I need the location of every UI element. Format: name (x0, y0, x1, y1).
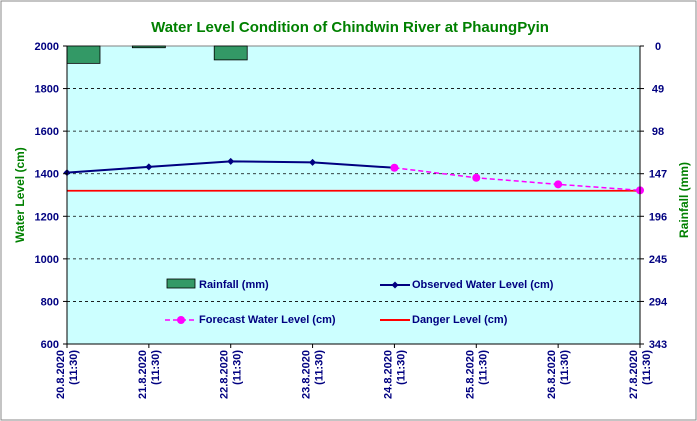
observed-point (145, 163, 153, 171)
forecast-line (394, 167, 641, 192)
right-tick-label: 98 (652, 126, 664, 138)
legend-observed-marker (391, 281, 399, 289)
observed-point (227, 157, 235, 165)
right-tick-label: 147 (649, 169, 667, 181)
right-tick-label: 196 (649, 211, 667, 223)
rainfall-bar (131, 45, 166, 49)
right-axis-ticks: 0 49 98 147 196 245 294 343 (639, 41, 668, 351)
left-axis-ticks: 600 800 1000 1200 1400 1600 1800 2000 (35, 41, 68, 351)
x-tick-label-date: 22.8.2020 (219, 350, 231, 399)
right-axis-title: Rainfall (mm) (677, 162, 691, 238)
legend-forecast-label: Forecast Water Level (cm) (199, 314, 336, 326)
rainfall-bar (66, 45, 101, 64)
legend-item-forecast: Forecast Water Level (cm) (165, 314, 336, 326)
legend-forecast-marker (177, 316, 185, 324)
left-tick-label: 600 (41, 339, 59, 351)
chart-title: Water Level Condition of Chindwin River … (151, 19, 549, 36)
legend-danger-label: Danger Level (cm) (412, 314, 508, 326)
x-axis-ticks: 20.8.2020 (11:30) 21.8.2020 (11:30) 22.8.202… (55, 343, 653, 399)
legend: Rainfall (mm) Observed Water Level (cm) … (165, 278, 554, 326)
observed-point (309, 158, 317, 166)
legend-item-observed: Observed Water Level (cm) (380, 279, 554, 291)
legend-observed-label: Observed Water Level (cm) (412, 279, 554, 291)
right-tick-label: 343 (649, 339, 667, 351)
right-tick-label: 0 (655, 41, 661, 53)
left-tick-label: 800 (41, 296, 59, 308)
left-tick-label: 1000 (35, 254, 59, 266)
left-tick-label: 1200 (35, 211, 59, 223)
legend-item-rainfall: Rainfall (mm) (166, 278, 269, 291)
x-tick-label-time: (11:30) (641, 350, 653, 385)
x-tick-label-date: 21.8.2020 (137, 350, 149, 399)
rainfall-bar (213, 45, 248, 61)
right-tick-label: 294 (649, 296, 668, 308)
x-tick-label-time: (11:30) (559, 350, 571, 385)
x-tick-label-time: (11:30) (232, 350, 244, 385)
forecast-point (554, 180, 563, 189)
forecast-point (472, 173, 481, 182)
plot-area (66, 45, 641, 345)
x-tick-label-date: 26.8.2020 (546, 350, 558, 399)
forecast-point (390, 163, 399, 172)
left-tick-label: 1400 (35, 169, 59, 181)
forecast-series (390, 163, 644, 195)
x-tick-label-date: 23.8.2020 (301, 350, 313, 399)
x-tick-label-date: 25.8.2020 (464, 350, 476, 399)
legend-item-danger: Danger Level (cm) (380, 314, 508, 326)
x-tick-label-time: (11:30) (395, 350, 407, 385)
x-tick-label-time: (11:30) (68, 350, 80, 385)
x-tick-label-time: (11:30) (314, 350, 326, 385)
x-tick-label-date: 20.8.2020 (55, 350, 67, 399)
left-axis-title: Water Level (cm) (13, 147, 27, 243)
x-tick-label-time: (11:30) (150, 350, 162, 385)
right-tick-label: 245 (649, 254, 667, 266)
left-tick-label: 1800 (35, 84, 59, 96)
left-tick-label: 1600 (35, 126, 59, 138)
right-tick-label: 49 (652, 84, 664, 96)
x-tick-label-date: 24.8.2020 (382, 350, 394, 399)
x-tick-label-time: (11:30) (477, 350, 489, 385)
legend-rainfall-swatch (166, 278, 196, 289)
x-tick-label-date: 27.8.2020 (628, 350, 640, 399)
left-tick-label: 2000 (35, 41, 59, 53)
legend-rainfall-label: Rainfall (mm) (199, 279, 269, 291)
rainfall-bars (66, 45, 248, 64)
